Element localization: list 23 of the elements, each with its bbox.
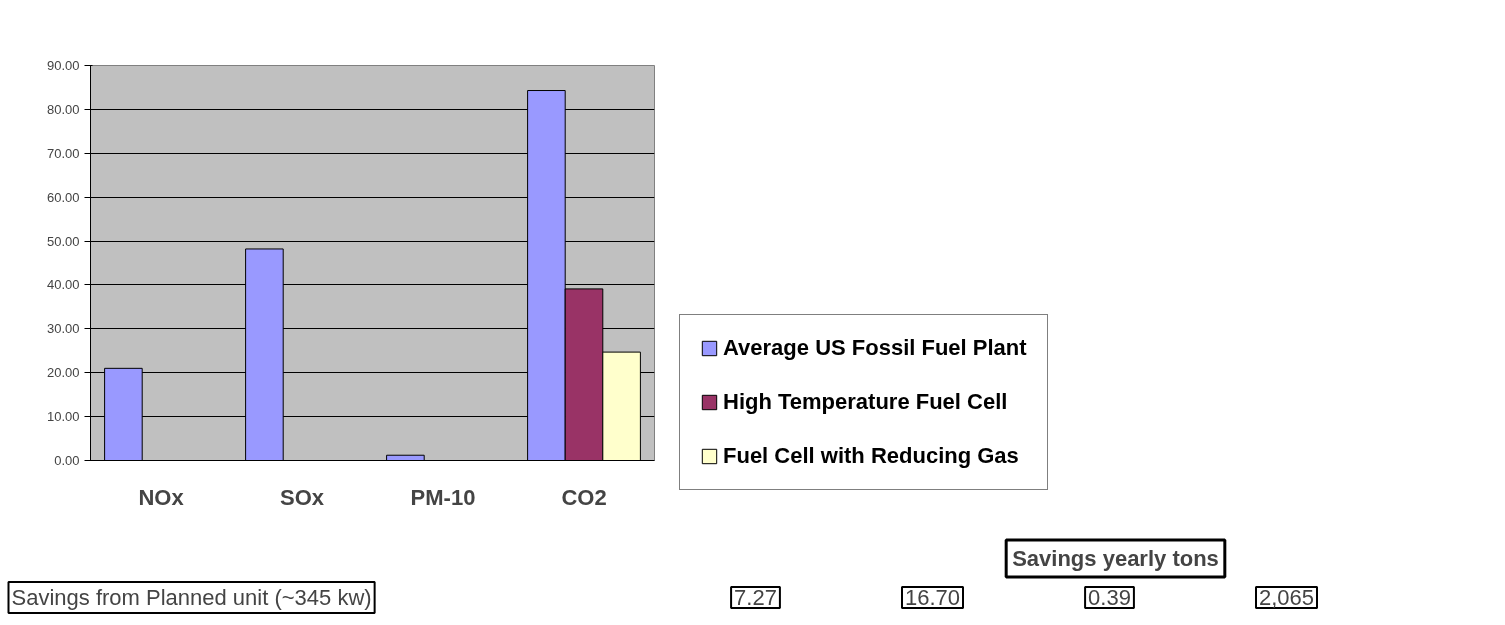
legend-label: Average US Fossil Fuel Plant <box>723 335 1027 361</box>
text: 0.39 <box>1088 585 1131 610</box>
y-tick-label: 50.00 <box>46 233 80 249</box>
text: 7.27 <box>734 585 777 610</box>
x-tick-label: NOx <box>138 484 185 510</box>
y-tick-label: 40.00 <box>46 277 80 293</box>
y-tick-label: 20.00 <box>46 365 80 381</box>
legend-label: High Temperature Fuel Cell <box>723 389 1008 415</box>
legend-label: Fuel Cell with Reducing Gas <box>723 443 1019 469</box>
y-tick-label: 90.00 <box>46 58 80 73</box>
x-tick-label: CO2 <box>561 484 607 510</box>
text: Savings from Planned unit (~345 kw) <box>11 585 372 610</box>
y-tick-label: 0.00 <box>54 453 80 468</box>
text: Savings yearly tons <box>1012 546 1219 571</box>
y-tick-label: 70.00 <box>46 145 80 161</box>
text: 2,065 <box>1258 585 1315 610</box>
y-tick-label: 10.00 <box>46 409 80 425</box>
y-tick-label: 60.00 <box>46 189 80 205</box>
x-tick-label: PM-10 <box>410 484 476 510</box>
x-tick-label: SOx <box>279 484 325 510</box>
y-tick-label: 80.00 <box>46 101 80 117</box>
text: 16.70 <box>904 585 961 610</box>
y-tick-label: 30.00 <box>46 321 80 337</box>
